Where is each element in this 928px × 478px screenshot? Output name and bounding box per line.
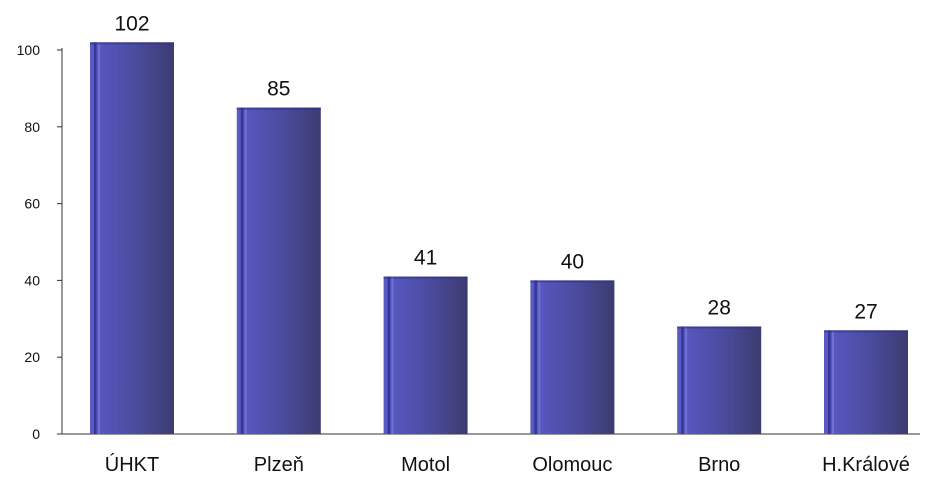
- y-tick-label: 60: [24, 196, 40, 212]
- bar: [677, 326, 762, 434]
- y-tick-label: 80: [24, 119, 40, 135]
- y-tick-label: 0: [32, 426, 40, 442]
- bar-cap: [530, 280, 615, 283]
- bar-cap: [677, 326, 762, 329]
- y-tick-label: 20: [24, 349, 40, 365]
- value-labels: 102 85 41 40 28 27: [114, 12, 877, 323]
- bar-body: [90, 42, 174, 434]
- axes: [61, 48, 920, 435]
- bar-highlight: [538, 280, 541, 434]
- bar-value-label: 27: [854, 300, 877, 323]
- x-category-label: Motol: [401, 454, 450, 476]
- bar-highlight: [832, 330, 834, 434]
- bar: [236, 107, 321, 434]
- bar-value-label: 85: [267, 78, 290, 101]
- bar-body: [824, 330, 908, 434]
- x-category-label: Olomouc: [532, 454, 612, 476]
- bars: [90, 42, 908, 434]
- x-category-label: Plzeň: [254, 454, 304, 476]
- x-category-label: H.Králové: [822, 454, 910, 476]
- bar-stripe: [534, 280, 537, 434]
- bar-stripe: [828, 330, 831, 434]
- bar-highlight: [244, 107, 247, 434]
- bar-cap: [824, 330, 908, 333]
- bar-cap: [383, 276, 468, 279]
- bar-cap: [236, 107, 321, 110]
- bar-value-label: 41: [414, 247, 437, 270]
- bar: [90, 42, 174, 434]
- bar-highlight: [391, 276, 394, 434]
- bar-body: [383, 276, 468, 434]
- bar-stripe: [240, 107, 244, 434]
- bar-value-label: 102: [114, 12, 149, 35]
- bar-stripe: [94, 42, 97, 434]
- x-category-label: Brno: [698, 454, 740, 476]
- x-category-label: ÚHKT: [105, 453, 159, 476]
- y-axis-ticks: 0 20 40 60 80 100: [17, 42, 62, 442]
- bar: [383, 276, 468, 434]
- y-tick-label: 40: [24, 272, 40, 288]
- bar-highlight: [685, 326, 688, 434]
- bar-body: [236, 107, 321, 434]
- bar-stripe: [387, 276, 391, 434]
- bar-highlight: [98, 42, 100, 434]
- bar-value-label: 40: [561, 250, 584, 273]
- bar-body: [677, 326, 762, 434]
- bar-cap: [90, 42, 174, 45]
- bar: [824, 330, 908, 434]
- bar-value-label: 28: [708, 296, 731, 319]
- y-tick-label: 100: [17, 42, 41, 58]
- category-labels: ÚHKT Plzeň Motol Olomouc Brno H.Králové: [105, 453, 910, 476]
- bar: [530, 280, 615, 434]
- bar-body: [530, 280, 615, 434]
- bar-stripe: [681, 326, 684, 434]
